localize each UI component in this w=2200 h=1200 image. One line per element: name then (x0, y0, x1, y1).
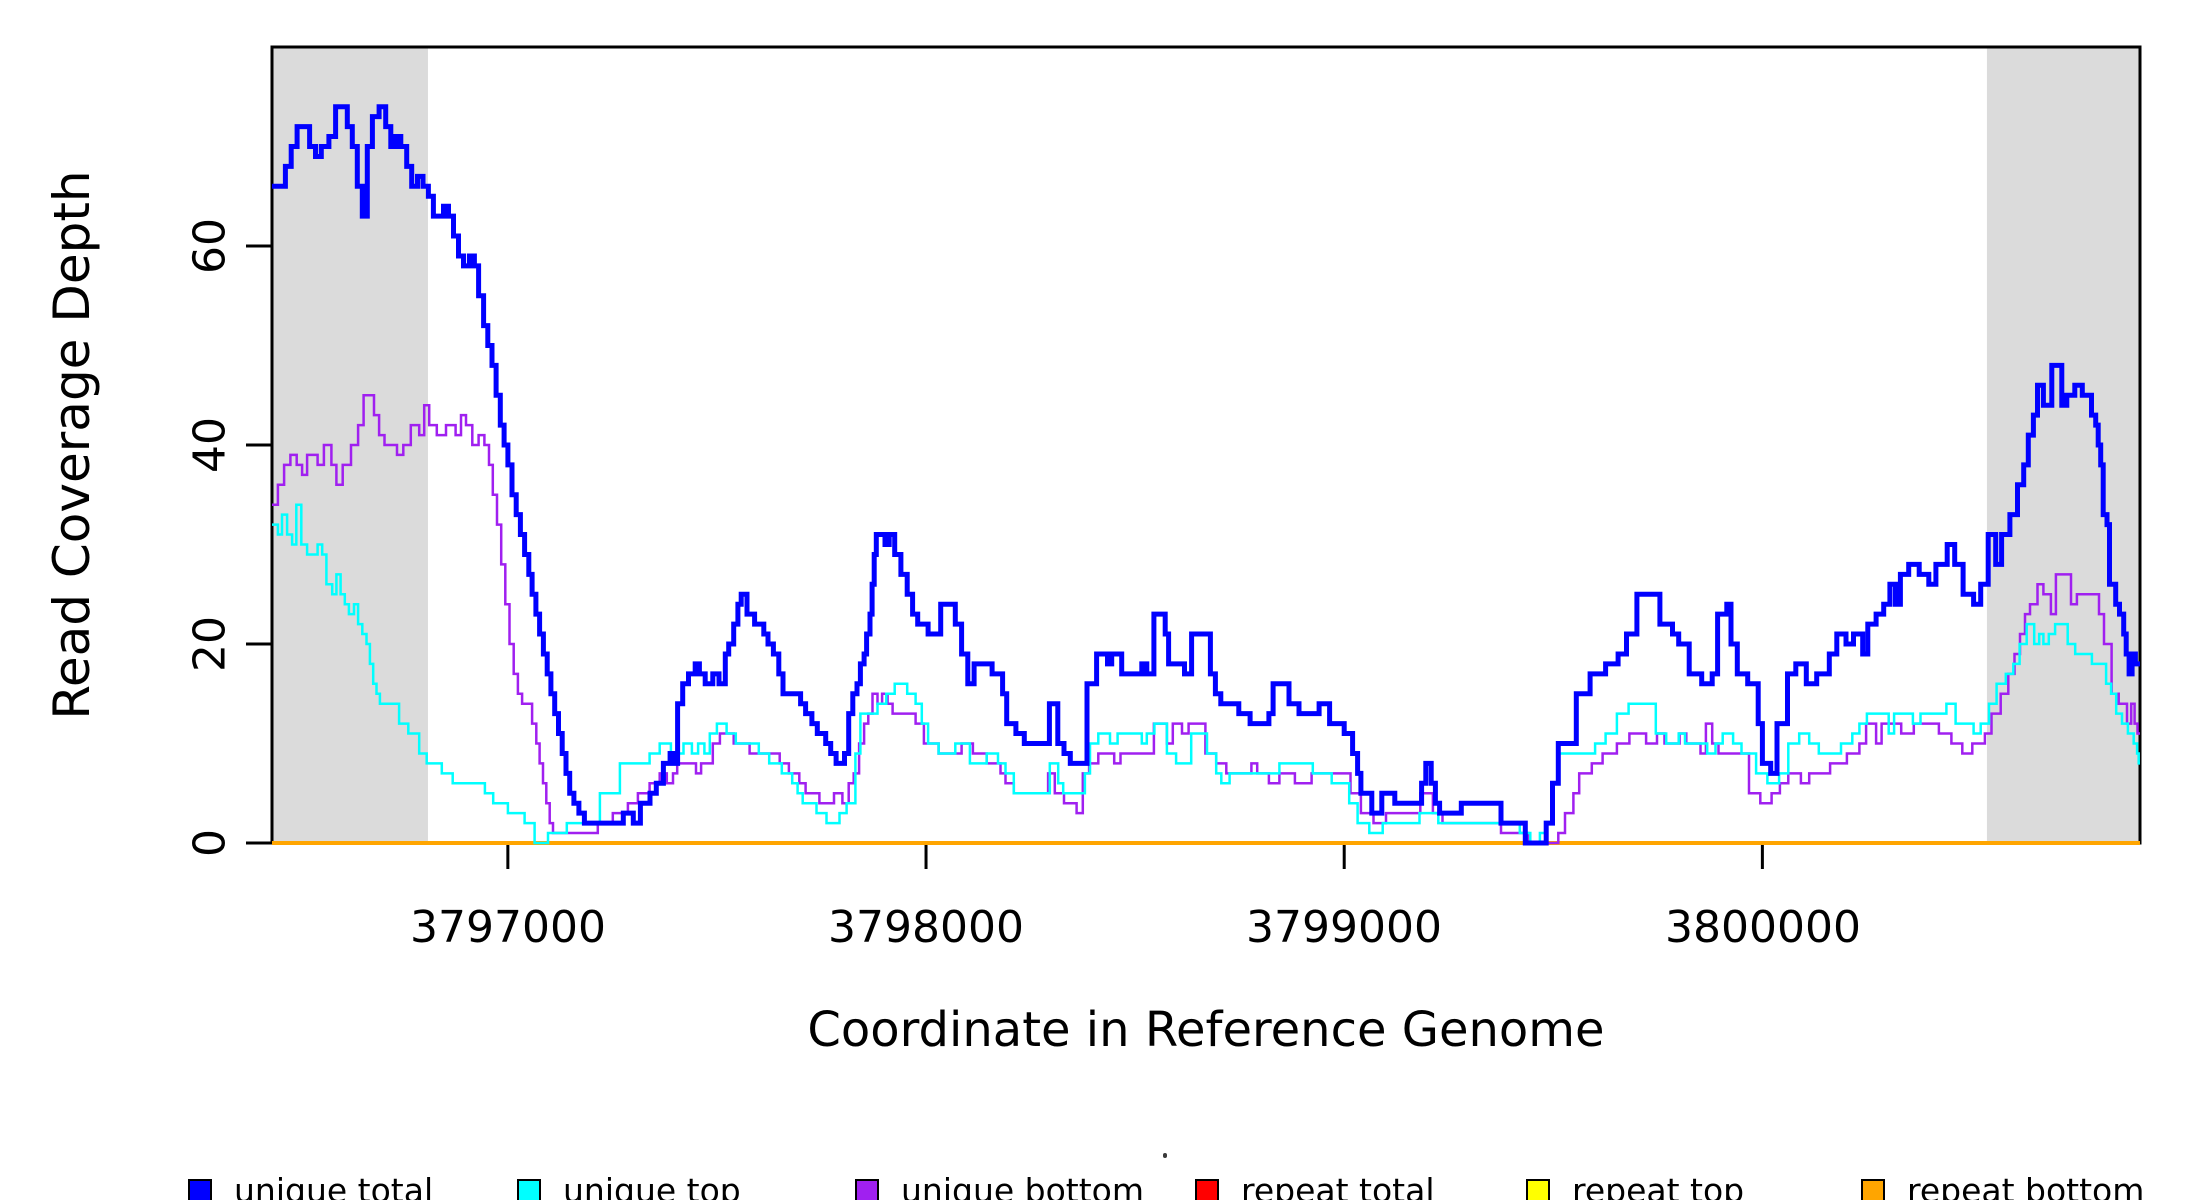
stray-dot-artifact (1163, 1153, 1167, 1158)
x-axis-title: Coordinate in Reference Genome (807, 1002, 1605, 1058)
repeat-bottom-swatch-icon (1861, 1179, 1885, 1200)
unique-top-swatch-icon (517, 1179, 541, 1200)
repeat-top-swatch-icon (1526, 1179, 1550, 1200)
repeat-total-swatch-icon (1195, 1179, 1219, 1200)
unique-total-swatch-icon (188, 1179, 212, 1200)
y-tick-label-0: 0 (184, 829, 236, 857)
series-unique-bottom (272, 394, 2140, 845)
legend-item-unique-bottom: unique bottom (855, 1171, 1145, 1200)
shaded-region-1 (1986, 47, 2140, 843)
x-tick-label-3797000: 3797000 (410, 902, 606, 953)
x-tick-label-3799000: 3799000 (1246, 902, 1442, 953)
y-tick-label-60: 60 (184, 218, 236, 274)
legend-label: unique top (563, 1171, 741, 1200)
legend-item-unique-total: unique total (188, 1171, 434, 1200)
y-axis-title: Read Coverage Depth (43, 170, 101, 720)
unique-bottom-swatch-icon (855, 1179, 879, 1200)
y-tick-label-40: 40 (184, 417, 236, 473)
x-tick-label-3800000: 3800000 (1665, 902, 1861, 953)
legend-item-repeat-total: repeat total (1195, 1171, 1435, 1200)
legend-label: repeat total (1241, 1171, 1435, 1200)
x-tick-label-3798000: 3798000 (828, 902, 1024, 953)
series-unique-top (272, 503, 2140, 845)
legend-label: unique total (234, 1171, 434, 1200)
legend-item-repeat-top: repeat top (1526, 1171, 1745, 1200)
legend-label: repeat top (1572, 1171, 1745, 1200)
series-unique-total (272, 104, 2140, 846)
legend-label: unique bottom (901, 1171, 1145, 1200)
y-tick-label-20: 20 (184, 616, 236, 672)
legend-item-repeat-bottom: repeat bottom (1861, 1171, 2145, 1200)
legend-item-unique-top: unique top (517, 1171, 741, 1200)
legend-label: repeat bottom (1907, 1171, 2145, 1200)
